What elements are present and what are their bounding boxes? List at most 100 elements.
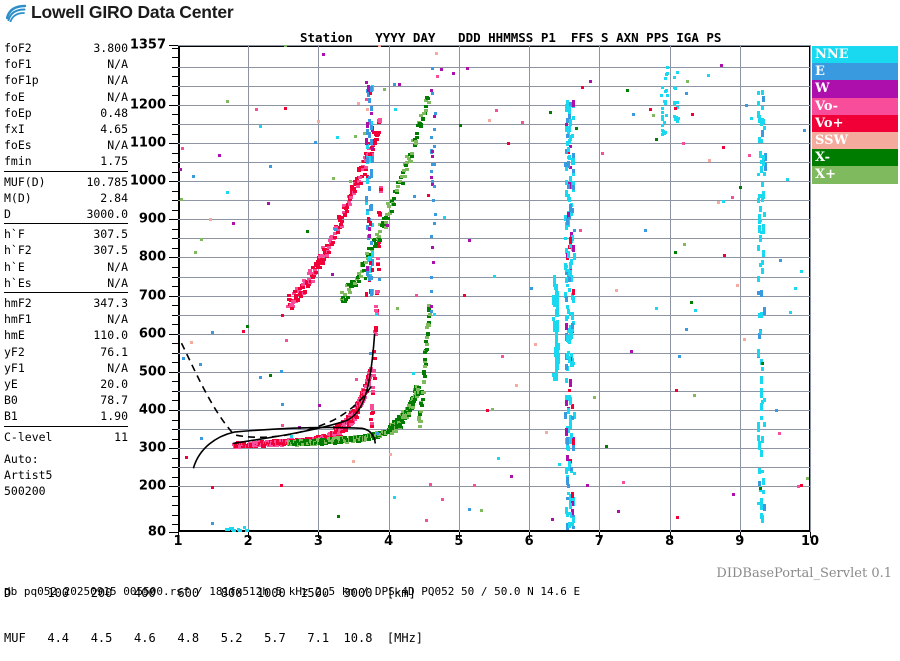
y-tick — [172, 286, 178, 287]
param-value: 78.7 — [100, 393, 128, 408]
gridline-h — [178, 143, 810, 144]
legend-item-vo-[interactable]: Vo+ — [812, 114, 898, 132]
gridline-v — [810, 45, 811, 532]
y-tick — [172, 171, 178, 173]
mode-legend[interactable]: NNE E W Vo- Vo+ SSW X- X+ — [812, 46, 898, 184]
param-row: MUF(D) 10.785 — [4, 174, 128, 190]
gridline-h — [178, 257, 810, 259]
y-tick — [172, 276, 178, 278]
y-tick — [172, 362, 178, 364]
y-tick — [172, 429, 178, 430]
param-value: 10.785 — [86, 174, 128, 189]
y-tick — [172, 190, 178, 192]
param-key: yF2 — [4, 344, 25, 359]
ionogram-plot[interactable] — [178, 45, 811, 532]
param-key: foF2 — [4, 41, 32, 55]
y-tick-label: 80 — [147, 524, 166, 540]
y-tick — [172, 123, 178, 125]
y-tick — [172, 419, 178, 421]
auto-scaler-info: Auto: Artist5 500200 — [4, 451, 128, 500]
gridline-h — [178, 66, 810, 68]
x-tick-label: 1 — [173, 534, 183, 549]
legend-item-ssw[interactable]: SSW — [812, 131, 898, 150]
y-tick — [172, 114, 178, 116]
param-row: foF2 3.800 — [4, 40, 128, 56]
y-tick-major — [169, 333, 178, 335]
y-tick-major — [169, 143, 178, 144]
gridline-v — [529, 45, 531, 532]
y-tick — [172, 305, 178, 307]
x-tick-label: 6 — [524, 534, 534, 549]
param-group: foF2 3.800 foF1 N/A foF1p N/A foE N/A foEp 0.48 fx… — [4, 40, 128, 172]
y-tick — [172, 162, 178, 164]
echo-scatter-points — [178, 45, 810, 532]
x-tick-label: 8 — [665, 534, 675, 549]
y-tick-label: 1357 — [129, 37, 166, 53]
legend-item-e[interactable]: E — [812, 63, 898, 81]
param-key: h`Es — [4, 275, 32, 290]
auto-version: 500200 — [4, 484, 46, 499]
y-axis-ticks — [168, 45, 178, 533]
y-tick — [172, 467, 178, 469]
param-value: 11 — [114, 429, 128, 444]
param-value: 1.90 — [100, 409, 128, 424]
param-value: 307.5 — [93, 243, 128, 258]
x-tick — [739, 532, 741, 538]
y-tick — [172, 381, 178, 383]
y-tick — [172, 514, 178, 516]
plot-gridlines — [178, 45, 811, 532]
y-tick — [172, 66, 178, 68]
legend-item-nne[interactable]: NNE — [812, 46, 898, 64]
legend-item-w[interactable]: W — [812, 80, 898, 98]
parameter-panel: foF2 3.800 foF1 N/A foF1p N/A foE N/A foEp 0.48 fx… — [4, 40, 128, 499]
y-tick-label: 1000 — [129, 173, 166, 189]
gridline-h — [178, 429, 810, 430]
legend-item-x-[interactable]: X+ — [812, 166, 898, 184]
x-tick — [599, 532, 601, 538]
gridline-h — [178, 352, 810, 354]
x-axis-ticks — [178, 532, 811, 539]
param-row: yF2 76.1 — [4, 344, 128, 360]
legend-item-vo-[interactable]: Vo- — [812, 97, 898, 115]
param-key: M(D) — [4, 190, 32, 205]
param-key: fxI — [4, 122, 25, 137]
x-tick — [248, 532, 250, 538]
param-row: h`F 307.5 — [4, 226, 128, 242]
gridline-h — [178, 85, 810, 87]
param-value: N/A — [107, 73, 128, 88]
x-tick-label: 2 — [243, 534, 253, 549]
y-tick — [172, 343, 178, 345]
y-tick — [172, 133, 178, 135]
param-key: yF1 — [4, 360, 25, 375]
legend-item-x-[interactable]: X- — [812, 149, 898, 167]
param-row: fxI 4.65 — [4, 121, 128, 137]
param-key: C-level — [4, 429, 53, 444]
param-group: h`F 307.5 h`F2 307.5 h`E N/A h`Es N/A — [4, 226, 128, 294]
y-tick-label: 700 — [138, 288, 166, 304]
gridline-h — [178, 181, 810, 183]
gridline-h — [178, 390, 810, 392]
y-tick-label: 1100 — [129, 135, 166, 151]
y-tick — [172, 238, 178, 240]
param-row: foEp 0.48 — [4, 105, 128, 121]
param-group: MUF(D) 10.785 M(D) 2.84 D 3000.0 — [4, 174, 128, 225]
param-key: hmE — [4, 328, 25, 343]
param-row: hmF2 347.3 — [4, 295, 128, 311]
param-row: yF1 N/A — [4, 360, 128, 376]
auto-program: Artist5 — [4, 468, 53, 483]
param-row: C-level 11 — [4, 429, 128, 445]
gridline-v — [248, 45, 250, 532]
param-row: B0 78.7 — [4, 392, 128, 408]
y-tick-major — [169, 532, 178, 533]
gridline-v — [458, 45, 460, 532]
gridline-h — [178, 219, 810, 221]
gridline-v — [669, 45, 671, 532]
param-value: N/A — [107, 259, 128, 274]
y-tick — [172, 267, 178, 268]
y-tick-major — [169, 448, 178, 450]
param-row: M(D) 2.84 — [4, 190, 128, 206]
param-row: hmF1 N/A — [4, 311, 128, 327]
y-tick-major — [169, 45, 178, 46]
x-tick-label: 7 — [594, 534, 604, 549]
distance-scale-line: D 100 200 400 600 800 1000 1500 3000 [km… — [4, 586, 416, 600]
